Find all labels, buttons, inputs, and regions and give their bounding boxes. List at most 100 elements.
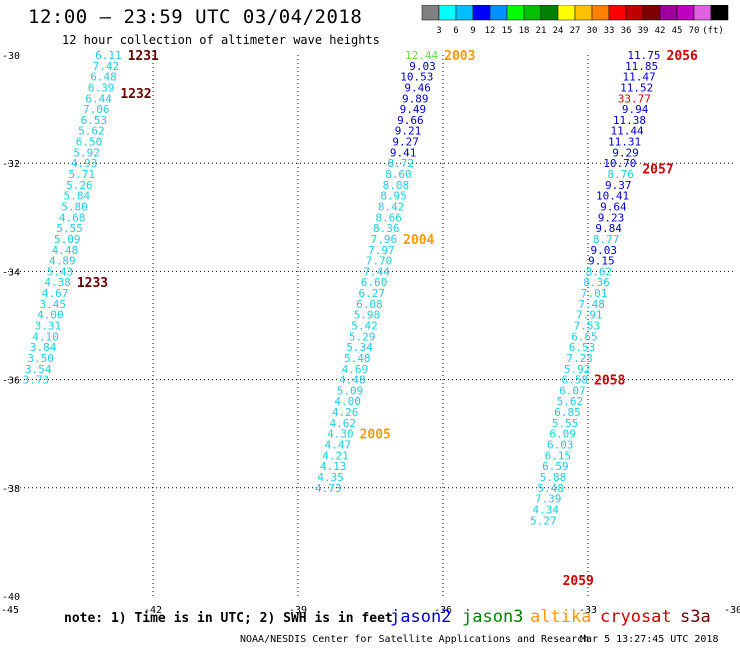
wave-height-value: 8.72 xyxy=(388,157,415,170)
wave-height-value: 5.84 xyxy=(64,190,91,203)
wave-height-value: 5.09 xyxy=(54,233,81,246)
wave-height-value: 3.84 xyxy=(30,341,57,354)
wave-height-value: 7.97 xyxy=(368,244,395,257)
wave-height-value: 7.44 xyxy=(363,265,390,278)
wave-height-value: 10.53 xyxy=(400,71,433,84)
chart-note: note: 1) Time is in UTC; 2) SWH is in fe… xyxy=(64,611,393,626)
wave-height-value: 8.76 xyxy=(607,168,634,181)
wave-height-value: 8.08 xyxy=(383,179,410,192)
wave-height-value: 9.37 xyxy=(605,179,632,192)
wave-height-value: 8.36 xyxy=(373,222,400,235)
wave-height-value: 3.50 xyxy=(27,352,54,365)
wave-height-value: 6.07 xyxy=(559,384,586,397)
wave-height-value: 6.53 xyxy=(569,341,596,354)
time-label: 1233 xyxy=(77,276,108,291)
wave-height-value: 33.77 xyxy=(618,92,651,105)
y-tick-label: -34 xyxy=(2,267,20,278)
legend-jason2: jason2 xyxy=(390,607,452,627)
wave-height-value: 10.70 xyxy=(603,157,636,170)
wave-height-value: 11.44 xyxy=(610,125,643,138)
wave-height-value: 5.71 xyxy=(69,168,96,181)
y-tick-label: -36 xyxy=(2,376,20,387)
wave-height-value: 6.85 xyxy=(554,406,581,419)
time-label: 1232 xyxy=(120,87,151,102)
wave-height-value: 4.73 xyxy=(315,482,342,495)
scale-label: 39 xyxy=(638,26,649,36)
wave-height-value: 11.47 xyxy=(623,71,656,84)
wave-height-value: 7.06 xyxy=(83,103,110,116)
wave-height-value: 9.89 xyxy=(402,92,429,105)
x-tick-label: -30 xyxy=(724,605,740,616)
x-tick-label: -42 xyxy=(144,605,162,616)
wave-height-value: 4.48 xyxy=(52,244,79,257)
scale-label: 30 xyxy=(587,26,598,36)
wave-height-value: 5.27 xyxy=(530,514,557,527)
wave-height-value: 9.66 xyxy=(397,114,424,127)
wave-height-value: 7.42 xyxy=(93,60,120,73)
scale-label: 27 xyxy=(570,26,581,36)
wave-height-value: 8.95 xyxy=(380,190,407,203)
wave-height-value: 4.38 xyxy=(44,276,71,289)
wave-height-value: 5.09 xyxy=(337,384,364,397)
wave-height-value: 5.92 xyxy=(564,363,591,376)
wave-height-value: 7.01 xyxy=(581,287,608,300)
wave-height-value: 6.39 xyxy=(88,81,115,94)
y-tick-label: -32 xyxy=(2,159,20,170)
time-label: 2005 xyxy=(360,428,391,443)
legend-s3a: s3a xyxy=(680,607,711,627)
wave-height-value: 4.35 xyxy=(317,471,344,484)
wave-height-value: 8.36 xyxy=(583,276,610,289)
scale-label: 9 xyxy=(470,26,475,36)
wave-height-value: 6.11 xyxy=(95,49,122,62)
wave-height-value: 9.46 xyxy=(404,81,431,94)
wave-height-value: 4.00 xyxy=(37,309,64,322)
wave-height-value: 8.42 xyxy=(378,200,405,213)
wave-height-value: 6.50 xyxy=(76,136,103,149)
wave-height-value: 5.42 xyxy=(351,320,378,333)
wave-height-value: 5.80 xyxy=(61,200,88,213)
wave-height-value: 6.27 xyxy=(359,287,386,300)
wave-height-value: 5.62 xyxy=(78,125,105,138)
wave-height-value: 5.29 xyxy=(349,330,376,343)
scale-label: 15 xyxy=(502,26,513,36)
wave-height-value: 4.67 xyxy=(42,287,69,300)
wave-height-value: 5.88 xyxy=(540,471,567,484)
wave-height-value: 6.58 xyxy=(562,374,589,387)
wave-height-value: 5.55 xyxy=(56,222,83,235)
wave-height-value: 9.29 xyxy=(612,146,639,159)
wave-height-value: 4.00 xyxy=(334,395,361,408)
timestamp-text: Mar 5 13:27:45 UTC 2018 xyxy=(580,634,719,645)
wave-height-value: 9.64 xyxy=(600,200,627,213)
wave-height-value: 9.23 xyxy=(598,211,625,224)
legend-cryosat: cryosat xyxy=(600,607,672,627)
wave-height-value: 4.68 xyxy=(59,211,86,224)
color-scale-legend: 3 6 9 12 15 18 21 24 27 30 33 36 39 42 45 70 (ft) xyxy=(421,5,729,36)
scale-label: 18 xyxy=(519,26,530,36)
wave-height-value: 9.03 xyxy=(591,244,618,257)
wave-height-value: 9.03 xyxy=(409,60,436,73)
scale-label: 33 xyxy=(604,26,615,36)
wave-height-value: 3.45 xyxy=(40,298,67,311)
wave-height-value: 8.77 xyxy=(593,233,620,246)
wave-height-value: 7.53 xyxy=(574,320,601,333)
wave-height-value: 6.59 xyxy=(542,460,569,473)
legend-altika: altika xyxy=(530,607,592,627)
x-tick-label: -36 xyxy=(434,605,452,616)
wave-height-value: 9.41 xyxy=(390,146,417,159)
legend-jason3: jason3 xyxy=(462,607,524,627)
wave-height-value: 4.47 xyxy=(325,439,352,452)
chart-subtitle: 12 hour collection of altimeter wave hei… xyxy=(62,33,380,47)
wave-height-value: 12.44 xyxy=(405,49,438,62)
wave-height-value: 5.55 xyxy=(552,417,579,430)
wave-height-value: 9.49 xyxy=(400,103,427,116)
scale-label: (ft) xyxy=(702,26,724,36)
wave-height-value: 5.43 xyxy=(47,265,74,278)
wave-height-value: 6.53 xyxy=(81,114,108,127)
wave-height-value: 5.98 xyxy=(354,309,381,322)
wave-height-value: 6.65 xyxy=(571,330,598,343)
scale-label: 36 xyxy=(621,26,632,36)
wave-height-value: 7.23 xyxy=(566,352,593,365)
credit-text: NOAA/NESDIS Center for Satellite Applica… xyxy=(240,634,590,645)
time-label: 2059 xyxy=(563,574,594,589)
